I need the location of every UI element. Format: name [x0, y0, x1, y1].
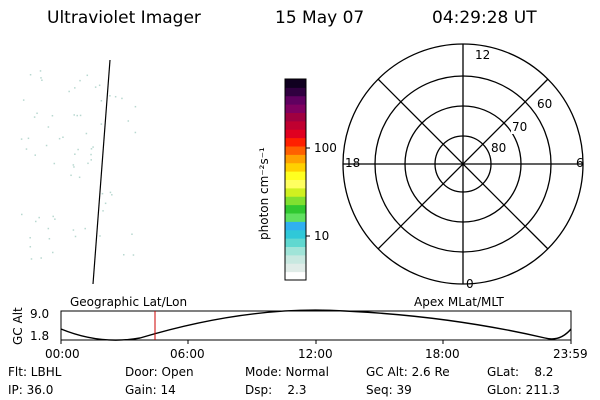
status-mode: Mode: Normal [245, 365, 329, 379]
altitude-curve [60, 309, 572, 341]
status-door: Door: Open [125, 365, 194, 379]
colorbar-tick-10: 10 [314, 229, 330, 243]
y-tick-9: 9.0 [30, 307, 50, 321]
x-tick-0600: 06:00 [170, 347, 205, 361]
colorbar-cell [285, 213, 306, 222]
orbit-panel [60, 309, 572, 344]
colorbar-unit-label: photon cm⁻²s⁻¹ [257, 147, 271, 240]
colorbar-cell [285, 263, 306, 273]
x-tick-2359: 23:59 [553, 347, 588, 361]
colorbar-cell [285, 187, 306, 197]
colorbar-cell [285, 87, 306, 97]
status-glon: GLon: 211.3 [487, 383, 560, 397]
colorbar-cell [285, 221, 306, 231]
mlat-label-60: 60 [537, 97, 553, 111]
colorbar-cell [285, 137, 306, 147]
colorbar-cell [285, 204, 306, 214]
image-panel [20, 59, 137, 285]
colorbar-cell [285, 129, 306, 139]
mlt-label-18: 18 [345, 156, 361, 170]
colorbar [284, 78, 310, 281]
terminator-line [92, 59, 111, 285]
instrument-title: Ultraviolet Imager [47, 8, 201, 28]
colorbar-cell [285, 112, 306, 122]
colorbar-tick-100: 100 [314, 141, 337, 155]
colorbar-cell [285, 146, 306, 155]
colorbar-cell [285, 79, 306, 88]
colorbar-cell [285, 238, 306, 247]
colorbar-cell [285, 171, 306, 180]
colorbar-cell [285, 229, 306, 239]
colorbar-cell [285, 179, 306, 189]
mlt-label-0: 0 [466, 277, 474, 291]
colorbar-cell [285, 104, 306, 113]
colorbar-cell [285, 120, 306, 130]
x-tick-1200: 12:00 [298, 347, 333, 361]
status-flt: Flt: LBHL [8, 365, 62, 379]
colorbar-cell [285, 246, 306, 256]
status-glat: GLat: 8.2 [487, 365, 554, 379]
status-seq: Seq: 39 [366, 383, 412, 397]
polar-grid [342, 43, 584, 285]
gc-alt-axis-label: GC Alt [11, 307, 25, 345]
colorbar-cell [285, 95, 306, 105]
colorbar-cell [285, 162, 306, 172]
x-tick-0000: 00:00 [45, 347, 80, 361]
date-label: 15 May 07 [275, 8, 365, 28]
colorbar-cell [285, 271, 306, 281]
status-ip: IP: 36.0 [8, 383, 54, 397]
mlat-label-70: 70 [512, 120, 528, 134]
geographic-title: Geographic Lat/Lon [70, 295, 188, 309]
y-tick-1-8: 1.8 [30, 329, 50, 343]
colorbar-cell [285, 196, 306, 206]
colorbar-cell [285, 154, 306, 164]
status-dsp: Dsp: 2.3 [245, 383, 307, 397]
apex-title: Apex MLat/MLT [414, 295, 504, 309]
status-gain: Gain: 14 [125, 383, 176, 397]
x-tick-1800: 18:00 [425, 347, 460, 361]
time-label: 04:29:28 UT [432, 8, 537, 28]
status-gc-alt: GC Alt: 2.6 Re [366, 365, 450, 379]
mlat-label-80: 80 [491, 141, 507, 155]
mlt-label-6: 6 [576, 156, 584, 170]
colorbar-cell [285, 254, 306, 264]
mlt-label-12: 12 [475, 48, 491, 62]
